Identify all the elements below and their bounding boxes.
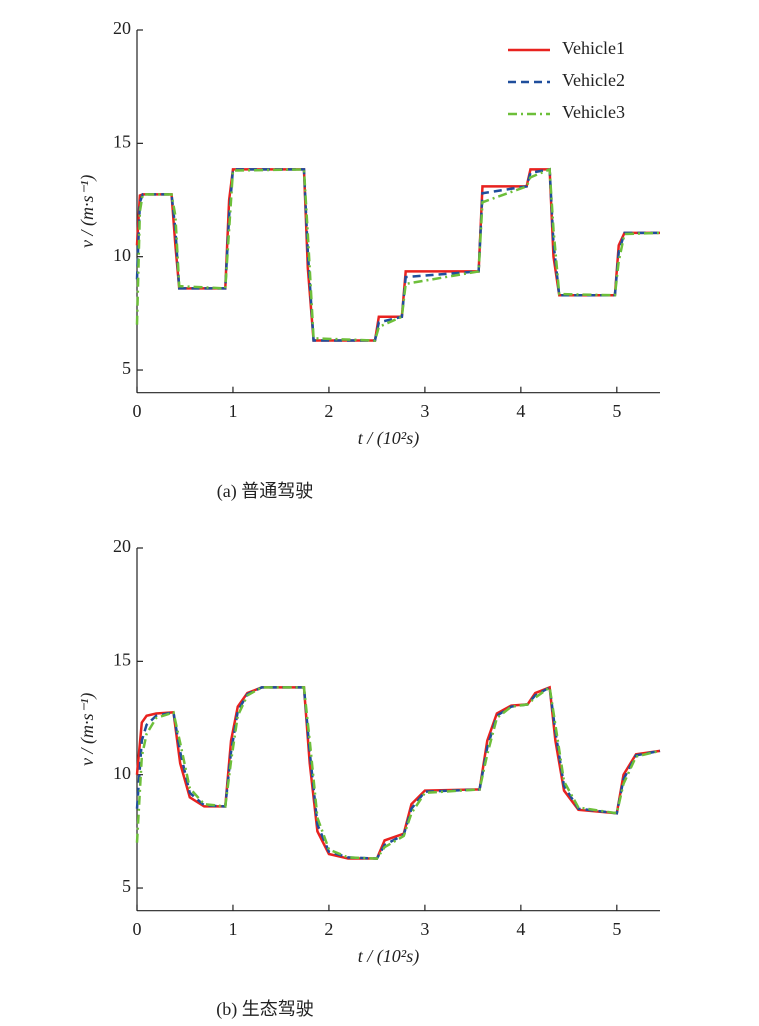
y-axis-label: v / (m·s⁻¹) bbox=[77, 175, 98, 248]
x-tick-label: 2 bbox=[324, 919, 333, 939]
x-tick-label: 1 bbox=[228, 919, 237, 939]
y-tick-label: 20 bbox=[113, 18, 131, 38]
line-series bbox=[135, 167, 661, 342]
x-tick-label: 5 bbox=[612, 401, 621, 421]
x-tick-label: 4 bbox=[516, 919, 525, 939]
line-series bbox=[135, 685, 661, 860]
chart: 5 10 15 20 0 1 2 3 4 5 t / (10²s) v / (m·s⁻¹) (b) 生态… bbox=[77, 536, 661, 1020]
y-tick-label: 20 bbox=[113, 536, 131, 556]
x-tick-label: 1 bbox=[228, 401, 237, 421]
x-tick-label: 0 bbox=[133, 919, 142, 939]
x-tick-label: 3 bbox=[420, 919, 429, 939]
x-axis-label: t / (10²s) bbox=[358, 946, 419, 967]
x-tick-label: 4 bbox=[516, 401, 525, 421]
caption: (a) 普通驾驶 bbox=[217, 481, 313, 502]
line-series bbox=[135, 167, 660, 342]
y-tick-label: 10 bbox=[113, 763, 131, 783]
chart: 5 10 15 20 0 1 2 3 4 5 t / (10²s) v / (m·s⁻¹) (a) 普通… bbox=[77, 18, 661, 502]
x-tick-label: 3 bbox=[420, 401, 429, 421]
y-axis-label: v / (m·s⁻¹) bbox=[77, 693, 98, 766]
line-series bbox=[135, 685, 661, 860]
y-tick-label: 15 bbox=[113, 131, 131, 151]
y-tick-label: 5 bbox=[122, 358, 131, 378]
y-tick-label: 15 bbox=[113, 649, 131, 669]
x-tick-label: 0 bbox=[133, 401, 142, 421]
line-series bbox=[135, 685, 661, 860]
x-tick-label: 2 bbox=[324, 401, 333, 421]
x-axis-label: t / (10²s) bbox=[358, 428, 419, 449]
legend-label: Vehicle3 bbox=[562, 102, 625, 122]
caption: (b) 生态驾驶 bbox=[216, 999, 314, 1020]
legend-label: Vehicle1 bbox=[562, 38, 625, 58]
y-tick-label: 10 bbox=[113, 245, 131, 265]
x-tick-label: 5 bbox=[612, 919, 621, 939]
legend-label: Vehicle2 bbox=[562, 70, 625, 90]
line-series bbox=[135, 168, 660, 342]
y-tick-label: 5 bbox=[122, 876, 131, 896]
